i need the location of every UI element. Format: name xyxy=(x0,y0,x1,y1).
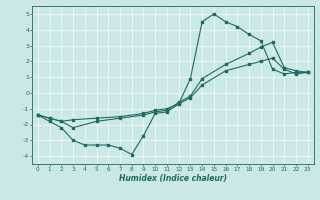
X-axis label: Humidex (Indice chaleur): Humidex (Indice chaleur) xyxy=(119,174,227,183)
